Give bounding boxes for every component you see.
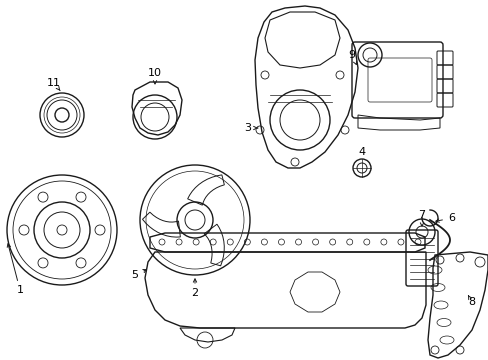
Text: 5: 5 <box>131 270 138 280</box>
Text: 7: 7 <box>418 210 425 220</box>
Text: 2: 2 <box>191 288 198 298</box>
Text: 4: 4 <box>358 147 365 157</box>
Text: 3: 3 <box>244 123 251 133</box>
Text: 10: 10 <box>148 68 162 78</box>
Text: 11: 11 <box>47 78 61 88</box>
Text: 6: 6 <box>447 213 454 223</box>
Text: 8: 8 <box>468 297 475 307</box>
Circle shape <box>57 225 67 235</box>
Text: 1: 1 <box>17 285 23 295</box>
Text: 9: 9 <box>348 50 355 60</box>
